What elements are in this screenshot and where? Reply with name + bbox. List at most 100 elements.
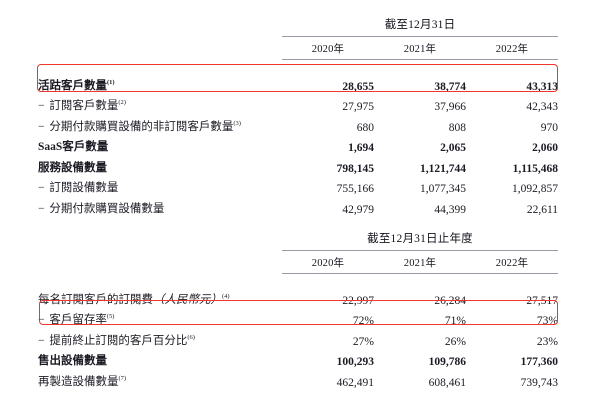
cell-devices-in-service-col2: 1,121,744 xyxy=(420,162,466,175)
cell-saas-customers-col2: 2,065 xyxy=(440,142,466,154)
column-header-year-1: 2020年 xyxy=(311,258,345,269)
column-header-year-2: 2021年 xyxy=(403,44,437,55)
column-header-year-1: 2020年 xyxy=(311,44,345,55)
row-label-text: 分期付款購買設備的非訂閱客戶數量 xyxy=(49,120,234,133)
cell-early-termination-percentage-col2: 26% xyxy=(444,335,466,348)
row-label-early-termination-percentage: − 提前終止訂閱的客戶百分比(6) xyxy=(38,327,282,348)
row-label-text: 提前終止訂閱的客戶百分比 xyxy=(49,334,188,347)
dash-marker: − xyxy=(38,314,50,326)
table-header-year-row: 2020年 2021年 2022年 xyxy=(38,37,558,56)
year-rule-2 xyxy=(374,56,466,60)
table-header-rule-row xyxy=(38,246,558,251)
row-label-text: 訂閱設備數量 xyxy=(49,182,119,194)
cell-devices-in-service-col3: 1,115,468 xyxy=(512,162,559,175)
row-label-unit: （人民幣元） xyxy=(153,293,222,306)
year-rule-1 xyxy=(282,270,374,274)
metrics-table-as-of-date: 截至12月31日 2020年 2021年 2022年 xyxy=(38,14,559,216)
header-span-rule xyxy=(282,246,558,251)
row-label-text: 再製造設備數量 xyxy=(38,375,119,388)
row-label-text: 售出設備數量 xyxy=(38,355,107,367)
column-header-year-2: 2021年 xyxy=(403,258,437,269)
cell-customer-retention-rate-col3: 73% xyxy=(536,315,558,327)
cell-installment-purchase-devices-col2: 44,399 xyxy=(434,203,466,216)
row-label-text: SaaS客戶數量 xyxy=(38,141,109,153)
cell-remanufactured-devices-col3: 739,743 xyxy=(520,376,558,389)
cell-devices-in-service-col1: 798,145 xyxy=(336,162,374,175)
cell-subscription-customers-col1: 27,975 xyxy=(342,101,374,113)
metrics-table-body-b: 每名訂閱客戶的訂閱費（人民幣元）(4) 22,997 26,284 27,517 − 客… xyxy=(38,286,558,389)
metrics-table-year-ended: 截至12月31日止年度 2020年 2021年 2022年 xyxy=(38,228,558,389)
row-label-text: 訂閱客戶數量 xyxy=(49,100,119,112)
cell-subscription-fee-per-customer-col2: 26,284 xyxy=(434,294,466,307)
cell-customer-retention-rate-col1: 72% xyxy=(352,315,374,327)
year-rule-3 xyxy=(466,56,559,60)
dash-marker: − xyxy=(38,334,50,347)
row-label-text: 活跍客戶數量 xyxy=(38,79,107,92)
table-row: − 訂閱客戶數量(2) 27,975 37,966 42,343 xyxy=(38,93,559,114)
cell-saas-customers-col1: 1,694 xyxy=(348,142,374,154)
header-year-spacer xyxy=(38,37,282,56)
cell-installment-purchase-devices-col3: 22,611 xyxy=(526,203,559,216)
table-row: − 分期付款購買設備數量 42,979 44,399 22,611 xyxy=(38,195,558,216)
footnote-marker: (7) xyxy=(118,374,127,382)
row-label-text: 客戶留存率 xyxy=(49,314,107,326)
footnote-marker: (5) xyxy=(106,313,115,321)
cell-early-termination-percentage-col1: 27% xyxy=(352,335,374,348)
row-label-devices-sold: 售出設備數量 xyxy=(38,348,282,369)
header-body-gap xyxy=(38,60,558,72)
cell-active-customers-col2: 38,774 xyxy=(434,80,466,93)
cell-subscription-devices-col2: 1,077,345 xyxy=(420,183,466,195)
table-header-span-row: 截至12月31日止年度 xyxy=(38,228,558,246)
table-header-rule-row xyxy=(38,32,559,37)
header-spacer xyxy=(38,228,282,246)
table-row: 再製造設備數量(7) 462,491 608,461 739,743 xyxy=(38,368,558,389)
cell-subscription-devices-col1: 755,166 xyxy=(336,183,374,195)
cell-subscription-fee-per-customer-col3: 27,517 xyxy=(526,294,558,307)
row-label-remanufactured-devices: 再製造設備數量(7) xyxy=(38,368,282,389)
column-header-year-3: 2022年 xyxy=(495,258,529,269)
header-span-rule xyxy=(282,32,559,37)
footnote-marker: (3) xyxy=(233,119,241,127)
cell-subscription-customers-col2: 37,966 xyxy=(434,101,466,113)
row-label-text: 分期付款購買設備數量 xyxy=(49,202,165,215)
row-label-subscription-fee-per-customer: 每名訂閱客戶的訂閱費（人民幣元）(4) xyxy=(38,286,282,307)
cell-installment-non-subscription-customers-col3: 970 xyxy=(540,121,559,134)
cell-devices-sold-col3: 177,360 xyxy=(520,356,558,368)
row-label-devices-in-service: 服務設備數量 xyxy=(38,154,282,175)
table-row: − 提前終止訂閱的客戶百分比(6) 27% 26% 23% xyxy=(38,327,558,348)
cell-installment-non-subscription-customers-col2: 808 xyxy=(448,121,466,134)
cell-subscription-fee-per-customer-col1: 22,997 xyxy=(342,294,374,307)
table-row: 服務設備數量 798,145 1,121,744 1,115,468 xyxy=(38,154,558,175)
table-row: SaaS客戶數量 1,694 2,065 2,060 xyxy=(38,134,559,154)
cell-saas-customers-col3: 2,060 xyxy=(532,142,559,154)
table-row: 售出設備數量 100,293 109,786 177,360 xyxy=(38,348,558,369)
cell-installment-purchase-devices-col1: 42,979 xyxy=(342,203,374,216)
cell-active-customers-col3: 43,313 xyxy=(526,80,559,93)
table-header-span-row: 截至12月31日 xyxy=(38,14,558,32)
dash-marker: − xyxy=(38,100,50,112)
year-rule-2 xyxy=(374,270,466,274)
header-spacer xyxy=(38,14,282,32)
cell-customer-retention-rate-col2: 71% xyxy=(444,315,466,327)
header-period-label: 截至12月31日止年度 xyxy=(367,233,473,245)
cell-remanufactured-devices-col2: 608,461 xyxy=(428,376,466,389)
row-label-text: 服務設備數量 xyxy=(38,161,107,174)
table-header-year-row: 2020年 2021年 2022年 xyxy=(38,251,558,270)
cell-devices-sold-col2: 109,786 xyxy=(428,356,466,368)
row-label-subscription-customers: − 訂閱客戶數量(2) xyxy=(38,93,282,114)
header-body-gap xyxy=(38,274,558,286)
header-year-spacer xyxy=(38,251,282,270)
cell-subscription-customers-col3: 42,343 xyxy=(526,101,559,113)
header-period-label: 截至12月31日 xyxy=(384,19,456,31)
table-row: 每名訂閱客戶的訂閱費（人民幣元）(4) 22,997 26,284 27,517 xyxy=(38,286,558,307)
footnote-marker: (2) xyxy=(118,99,126,107)
column-header-year-3: 2022年 xyxy=(495,44,529,55)
footnote-marker: (4) xyxy=(222,292,230,300)
row-label-customer-retention-rate: − 客戶留存率(5) xyxy=(38,307,282,328)
year-rule-1 xyxy=(282,56,374,60)
row-label-installment-non-subscription-customers: − 分期付款購買設備的非訂閱客戶數量(3) xyxy=(38,113,282,134)
cell-active-customers-col1: 28,655 xyxy=(342,80,374,93)
table-header-year-rule-row xyxy=(38,56,559,60)
table-row: − 訂閱設備數量 755,166 1,077,345 1,092,857 xyxy=(38,175,558,195)
